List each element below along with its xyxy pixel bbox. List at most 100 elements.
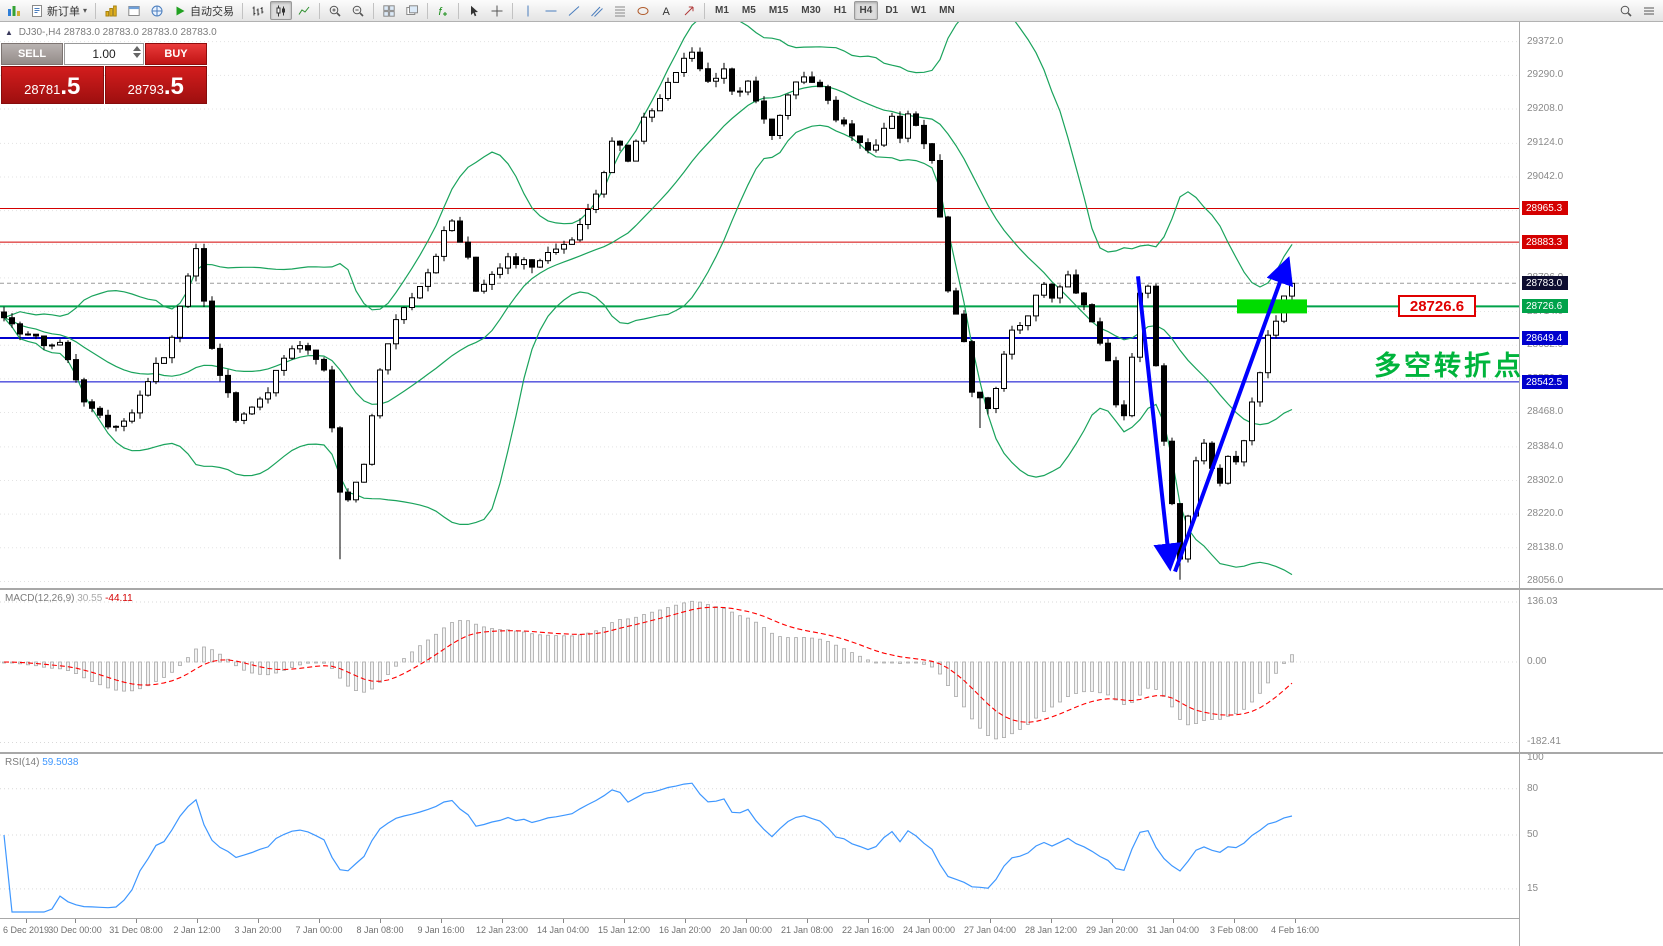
toolbar-separator	[458, 2, 460, 19]
time-axis-label: 24 Jan 00:00	[902, 925, 956, 935]
price-level-tag: 28783.0	[1522, 276, 1568, 291]
timeframe-h1-button[interactable]: H1	[828, 1, 853, 20]
macd-panel-canvas[interactable]	[0, 590, 1519, 752]
indicators-button[interactable]: f	[432, 1, 454, 20]
time-axis-label: 4 Feb 16:00	[1270, 925, 1320, 935]
cascade-windows-button[interactable]	[401, 1, 423, 20]
timeframe-m30-button[interactable]: M30	[795, 1, 826, 20]
time-tick	[1112, 919, 1113, 923]
timeframe-h4-button[interactable]: H4	[853, 1, 879, 20]
timeframe-m1-button[interactable]: M1	[709, 1, 735, 20]
timeframe-d1-button[interactable]: D1	[879, 1, 904, 20]
navigator-button[interactable]	[146, 1, 168, 20]
sell-label: SELL	[17, 48, 47, 60]
rsi-axis-label: 50	[1527, 829, 1539, 840]
navigator-icon	[151, 5, 163, 16]
time-axis-label: 12 Jan 23:00	[475, 925, 529, 935]
main-chart-canvas[interactable]	[0, 22, 1519, 588]
buy-price-main: 28793	[127, 82, 164, 97]
text-tool-button[interactable]: A	[655, 1, 677, 20]
app-icon	[3, 1, 25, 20]
time-tick	[258, 919, 259, 923]
bar-chart-button[interactable]	[247, 1, 269, 20]
market-watch-button[interactable]	[100, 1, 122, 20]
vertical-line-tool-button[interactable]	[517, 1, 539, 20]
macd-indicator-header: MACD(12,26,9) 30.55 -44.11	[5, 593, 133, 604]
panel-separator[interactable]	[0, 588, 1663, 590]
volume-up-icon[interactable]	[133, 46, 141, 51]
volume-value[interactable]: 1.00	[92, 47, 116, 61]
timeframe-m5-button[interactable]: M5	[736, 1, 762, 20]
time-axis[interactable]: 6 Dec 2019 30 Dec 00:00 31 Dec 08:00 2 Jan …	[0, 918, 1519, 946]
panel-separator[interactable]	[0, 752, 1663, 754]
time-axis-label: 20 Jan 00:00	[719, 925, 773, 935]
time-tick	[746, 919, 747, 923]
cursor-icon	[471, 5, 479, 16]
line-chart-button[interactable]	[293, 1, 315, 20]
timeframe-toolbar: M1 M5 M15 M30 H1 H4 D1 W1 MN	[709, 1, 961, 20]
macd-main-value: 30.55	[77, 593, 103, 604]
crosshair-icon	[491, 5, 503, 16]
macd-axis-label: -182.41	[1527, 736, 1561, 748]
chart-symbol-label: DJ30-,H4	[18, 27, 61, 38]
toolbar-separator	[427, 2, 429, 19]
time-axis-label: 21 Jan 08:00	[780, 925, 834, 935]
rsi-axis-label: 15	[1527, 882, 1539, 894]
time-axis-label: 9 Jan 16:00	[417, 925, 465, 935]
autotrading-button[interactable]: 自动交易	[169, 1, 238, 20]
time-axis-label: 29 Jan 20:00	[1085, 925, 1139, 935]
zoom-in-button[interactable]	[324, 1, 346, 20]
chart-ohlc-values: 28783.0 28783.0 28783.0 28783.0	[63, 27, 217, 38]
candlestick-chart-button[interactable]	[270, 1, 293, 20]
shapes-tool-button[interactable]	[632, 1, 654, 20]
time-tick	[624, 919, 625, 923]
sell-price-pips: .5	[60, 73, 81, 100]
buy-price-button[interactable]: 28793.5	[104, 66, 207, 104]
zoom-in-icon	[329, 5, 341, 17]
time-axis-label: 6 Dec 2019	[2, 925, 50, 935]
price-axis-label: 28384.0	[1527, 440, 1564, 452]
new-order-button[interactable]: 新订单 ▾	[26, 1, 91, 20]
price-axis-label: 28138.0	[1527, 541, 1564, 553]
sell-button[interactable]: SELL	[1, 43, 63, 65]
rsi-value: 59.5038	[42, 757, 79, 768]
price-axis-label: 29208.0	[1527, 102, 1564, 114]
macd-name: MACD(12,26,9)	[5, 593, 75, 604]
rsi-panel-canvas[interactable]	[0, 754, 1519, 918]
timeframe-mn-button[interactable]: MN	[933, 1, 961, 20]
trade-panel-price-row: 28781.5 28793.5	[1, 66, 207, 104]
arrow-tool-button[interactable]	[678, 1, 700, 20]
fibonacci-icon	[615, 6, 626, 16]
price-level-tag: 28883.3	[1522, 235, 1568, 250]
volume-spinner[interactable]	[133, 46, 141, 58]
fibonacci-tool-button[interactable]	[609, 1, 631, 20]
data-window-button[interactable]	[123, 1, 145, 20]
price-axis[interactable]: 29372.029290.029208.029124.029042.028960…	[1519, 22, 1663, 946]
arrow-tool-icon	[684, 6, 694, 15]
rsi-axis-label: 80	[1527, 782, 1539, 794]
channel-tool-button[interactable]	[586, 1, 608, 20]
volume-down-icon[interactable]	[133, 53, 141, 58]
bar-chart-icon	[252, 6, 264, 15]
sell-price-button[interactable]: 28781.5	[1, 66, 104, 104]
sell-price-main: 28781	[24, 82, 61, 97]
timeframe-w1-button[interactable]: W1	[905, 1, 932, 20]
time-axis-label: 2 Jan 12:00	[173, 925, 221, 935]
trendline-tool-button[interactable]	[563, 1, 585, 20]
macd-axis-label: 0.00	[1527, 656, 1547, 667]
timeframe-m15-button[interactable]: M15	[763, 1, 794, 20]
candlestick-chart-icon	[276, 5, 286, 16]
cursor-button[interactable]	[463, 1, 485, 20]
zoom-out-icon	[352, 5, 364, 17]
autotrading-label: 自动交易	[190, 5, 235, 18]
horizontal-line-tool-button[interactable]	[540, 1, 562, 20]
toolbar-menu-button[interactable]	[1638, 1, 1660, 20]
volume-field[interactable]: 1.00	[64, 43, 144, 65]
one-click-toggle-icon[interactable]: ▲	[5, 28, 13, 37]
buy-button[interactable]: BUY	[145, 43, 207, 65]
tile-windows-button[interactable]	[378, 1, 400, 20]
search-button[interactable]	[1615, 1, 1637, 20]
crosshair-button[interactable]	[486, 1, 508, 20]
zoom-out-button[interactable]	[347, 1, 369, 20]
line-chart-icon	[298, 6, 310, 15]
